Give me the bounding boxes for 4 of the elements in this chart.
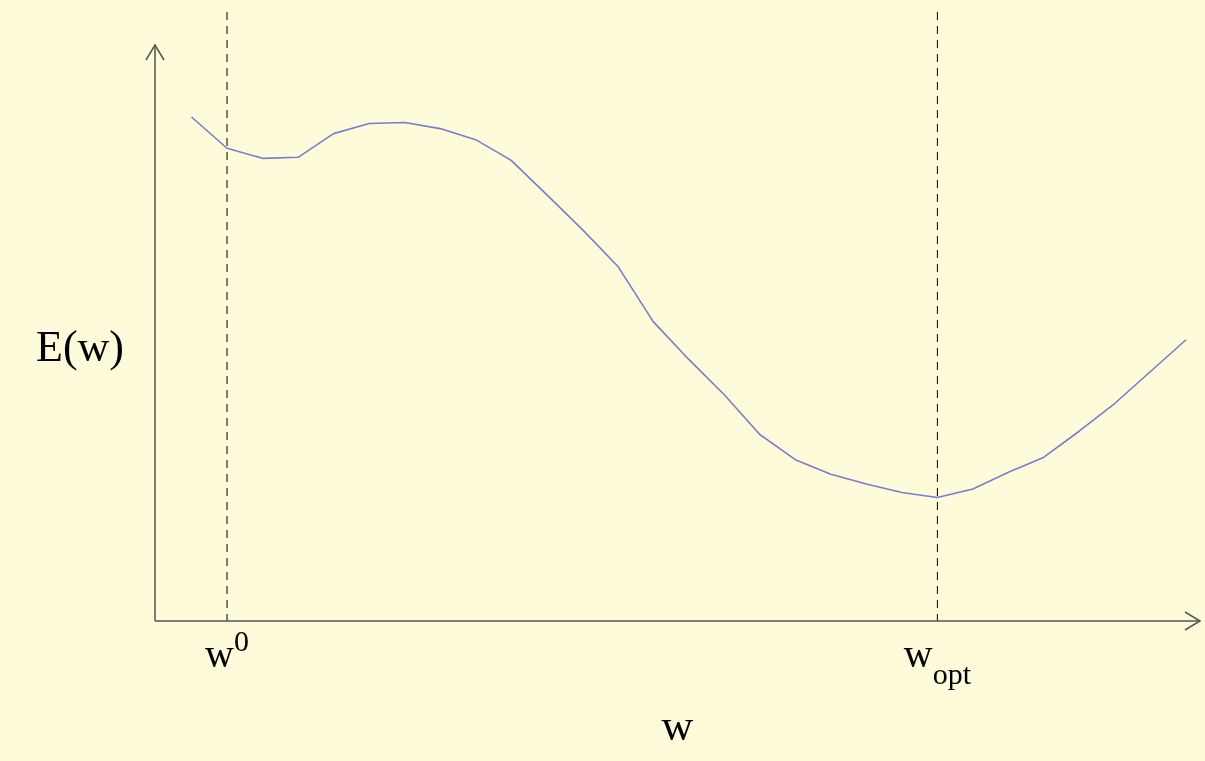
x-axis-title: w xyxy=(661,701,694,750)
y-axis-title: E(w) xyxy=(36,322,124,371)
x-tick-label: w$_{opt}$ xyxy=(903,631,972,690)
x-tick-label: w$^{0}$ xyxy=(205,623,249,676)
